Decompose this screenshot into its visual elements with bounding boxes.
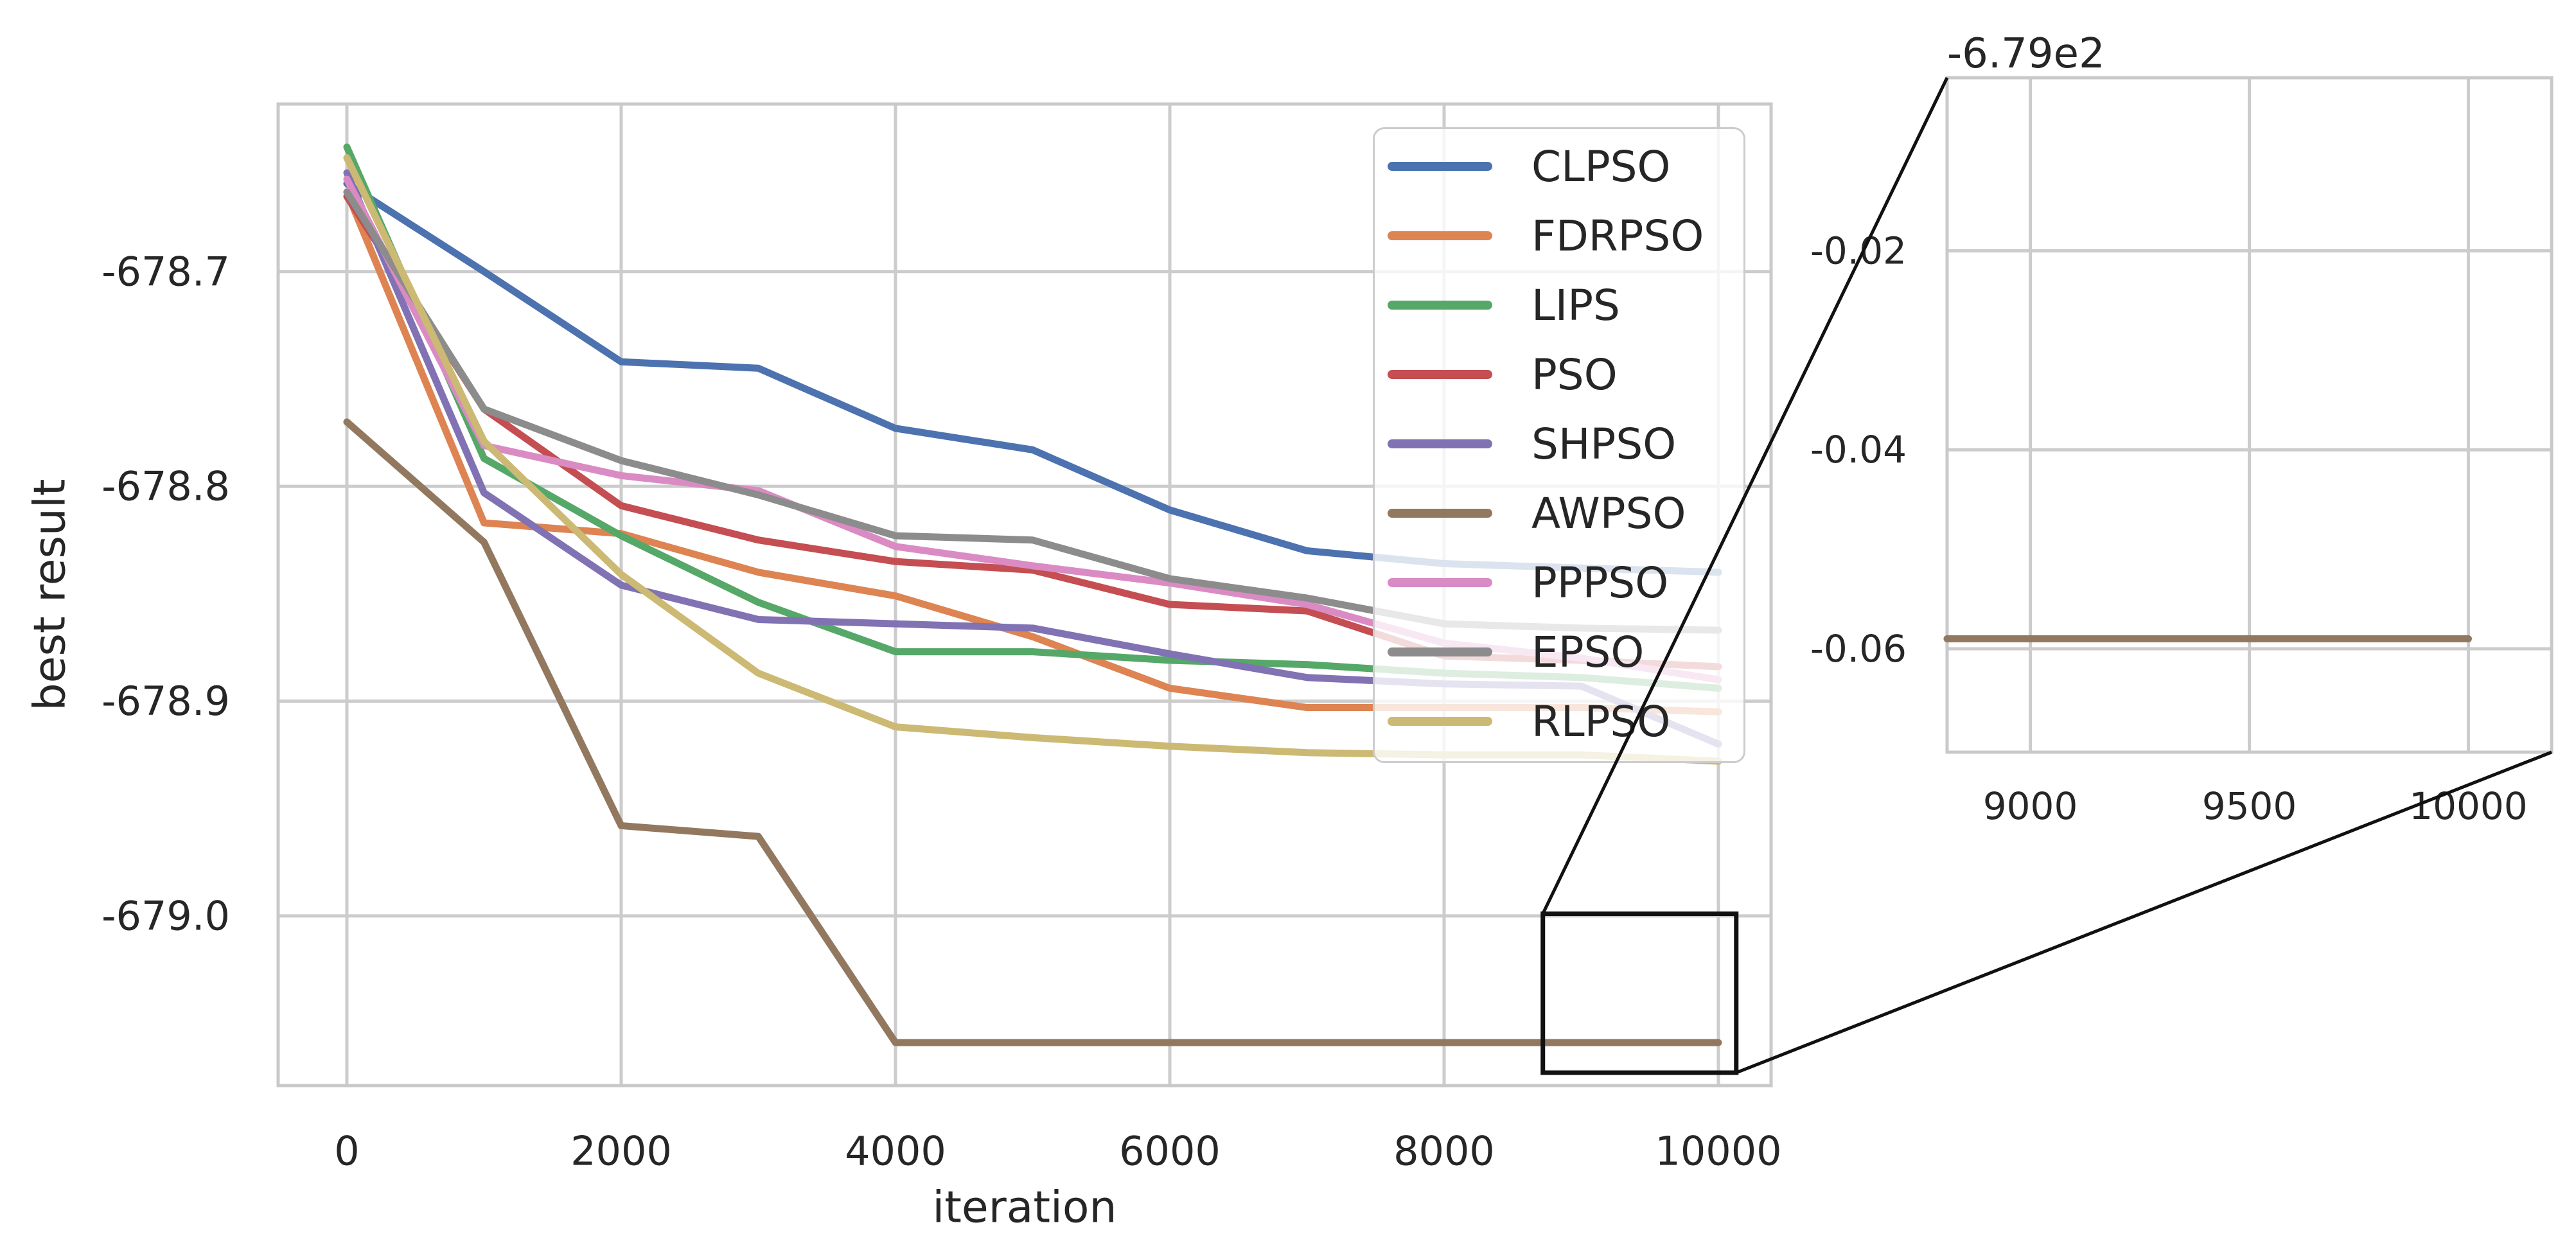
legend-line-swatch [1388,162,1492,171]
legend-item-LIPS: LIPS [1375,270,1743,340]
x-tick-label: 10000 [1655,1128,1781,1175]
legend-line-swatch [1388,578,1492,587]
inset-x-tick-label: 9500 [2202,784,2297,828]
y-tick-label: -678.8 [101,463,230,510]
x-tick-label: 6000 [1119,1128,1221,1175]
legend-line-swatch [1388,647,1492,656]
x-tick-label: 2000 [570,1128,672,1175]
legend-box: CLPSO FDRPSO LIPS PSO SHPSO AWPSO PPPSO EPSO RLP… [1373,127,1745,763]
legend-label: LIPS [1531,280,1620,330]
x-tick-label: 0 [334,1128,359,1175]
y-tick-label: -679.0 [101,892,230,939]
legend-line-swatch [1388,717,1492,726]
legend-item-FDRPSO: FDRPSO [1375,201,1743,270]
inset-x-tick-label: 10000 [2409,784,2528,828]
zoom-region-rect [1540,911,1739,1075]
inset-y-tick-label: -0.04 [1810,428,1907,471]
legend-line-swatch [1388,439,1492,448]
inset-offset-label: -6.79e2 [1947,30,2105,78]
y-axis-label: best result [24,479,76,711]
legend-item-CLPSO: CLPSO [1375,132,1743,201]
legend-label: EPSO [1531,627,1645,677]
x-tick-label: 8000 [1393,1128,1495,1175]
legend-item-RLPSO: RLPSO [1375,687,1743,756]
x-tick-label: 4000 [845,1128,946,1175]
legend-item-PSO: PSO [1375,340,1743,409]
inset-y-tick-label: -0.06 [1810,627,1907,671]
zoom-connector-upper [1541,76,1949,915]
legend-label: PSO [1531,349,1618,400]
legend-line-swatch [1388,370,1492,379]
inset-y-tick-label: -0.02 [1810,229,1907,272]
x-axis-label: iteration [932,1182,1117,1233]
zoom-connector-lower [1735,750,2552,1075]
legend-item-PPPSO: PPPSO [1375,548,1743,617]
main-axes-border [276,102,1773,1087]
legend-label: FDRPSO [1531,211,1704,261]
y-tick-label: -678.7 [101,248,230,295]
legend-line-swatch [1388,509,1492,518]
legend-label: PPPSO [1531,558,1669,608]
inset-axes-border [1945,76,2554,754]
legend-label: AWPSO [1531,488,1686,538]
legend-item-SHPSO: SHPSO [1375,409,1743,479]
legend-label: CLPSO [1531,141,1671,191]
legend-line-swatch [1388,301,1492,310]
legend-line-swatch [1388,231,1492,240]
legend-item-AWPSO: AWPSO [1375,479,1743,548]
legend-item-EPSO: EPSO [1375,617,1743,687]
legend-label: RLPSO [1531,696,1671,746]
legend-label: SHPSO [1531,419,1677,469]
inset-x-tick-label: 9000 [1983,784,2078,828]
series-line-AWPSO [343,418,1722,1046]
y-tick-label: -678.9 [101,678,230,725]
